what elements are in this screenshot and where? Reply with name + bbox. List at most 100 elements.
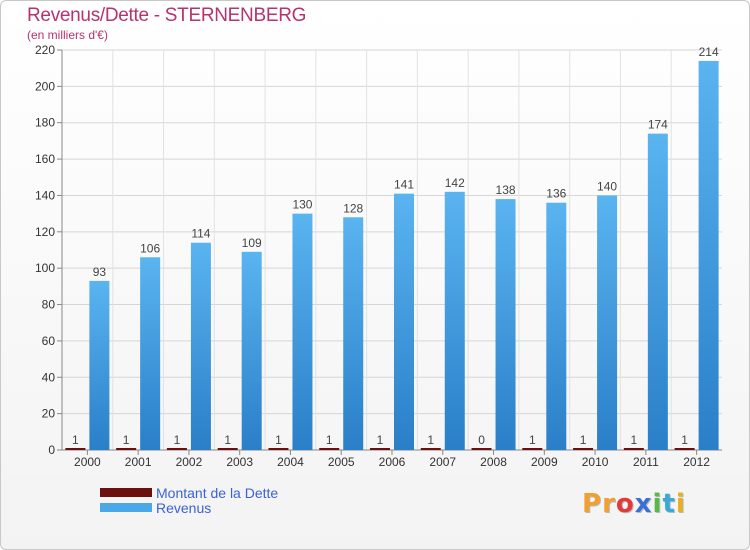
bar-revenue [647,133,668,451]
data-label-debt: 1 [174,433,181,447]
bar-revenue [698,60,719,451]
bar-debt [420,448,441,450]
x-tick-label: 2010 [582,455,609,469]
logo-letter: x [634,489,653,519]
data-label-debt: 0 [478,433,485,447]
x-tick-label: 2005 [328,455,355,469]
data-label-revenue: 114 [191,227,210,241]
data-label-revenue: 106 [140,241,160,255]
data-label-debt: 1 [529,433,536,447]
bar-debt [573,448,594,450]
logo-letter: P [582,489,603,519]
bar-revenue [495,199,516,450]
bar-debt [217,448,238,450]
x-tick-label: 2008 [480,455,507,469]
proxiti-logo: Proxiti [582,489,686,519]
legend-swatch-revenue [100,503,152,512]
data-label-debt: 1 [224,433,231,447]
data-label-debt: 1 [275,433,282,447]
x-tick-label: 2000 [74,455,101,469]
data-label-debt: 1 [123,433,130,447]
data-label-revenue: 214 [699,45,719,59]
legend-swatch-debt [100,488,152,497]
legend-label-debt: Montant de la Dette [156,484,279,501]
bar-debt [522,448,543,450]
bar-revenue [190,242,211,450]
y-tick-label: 120 [35,225,55,239]
bar-revenue [546,202,567,450]
logo-letter: i [652,489,663,519]
data-labels: 1931106111411091130112811411142013811361… [72,45,719,447]
data-label-revenue: 174 [648,118,668,132]
data-label-debt: 1 [681,433,688,447]
legend-item-revenue: Revenus [100,499,278,516]
logo-letter: o [615,489,635,519]
data-label-revenue: 130 [292,198,312,212]
x-tick-label: 2012 [683,455,710,469]
logo-letter: r [602,489,616,519]
x-tick-label: 2002 [176,455,203,469]
axes: 0 20 40 60 80 100 120 140 160 180 200 220 2000 2001 20… [35,43,722,469]
y-tick-label: 180 [35,116,55,130]
bar-debt [65,448,86,450]
x-tick-label: 2004 [277,455,304,469]
y-tick-label: 60 [42,334,56,348]
x-tick-label: 2011 [633,455,659,469]
y-tick-label: 40 [42,370,56,384]
logo-letter: i [675,489,686,519]
y-tick-label: 80 [42,298,56,312]
bar-debt [471,448,492,450]
data-label-revenue: 128 [343,201,363,215]
y-tick-label: 140 [35,188,55,202]
x-tick-label: 2003 [226,455,253,469]
bar-debt [166,448,187,450]
y-tick-label: 200 [35,79,55,93]
data-label-debt: 1 [427,433,434,447]
gridlines [62,49,722,451]
bar-revenue [343,217,364,450]
data-label-debt: 1 [326,433,333,447]
data-label-debt: 1 [580,433,587,447]
data-label-debt: 1 [631,433,638,447]
y-tick-label: 20 [42,407,56,421]
bar-debt [268,448,289,450]
bar-revenue [597,195,618,450]
bars [65,60,719,451]
bar-debt [116,448,137,450]
x-tick-label: 2001 [125,455,152,469]
bar-revenue [241,251,262,450]
y-tick-label: 0 [48,443,55,457]
x-tick-label: 2009 [531,455,558,469]
data-label-debt: 1 [377,433,384,447]
chart-title: Revenus/Dette - STERNENBERG [27,5,307,26]
data-label-revenue: 93 [93,265,107,279]
bar-revenue [444,191,465,450]
data-label-revenue: 136 [546,187,566,201]
legend-item-debt: Montant de la Dette [100,484,279,501]
bar-revenue [292,213,313,450]
x-tick-label: 2007 [429,455,456,469]
bar-debt [370,448,390,450]
bar-debt [623,448,644,450]
x-tick-label: 2006 [379,455,406,469]
bar-revenue [140,257,161,450]
chart-subtitle: (en milliers d'€) [27,28,108,42]
y-tick-label: 160 [35,152,55,166]
bar-debt [319,448,340,450]
data-label-revenue: 138 [496,183,516,197]
data-label-debt: 1 [72,433,79,447]
y-tick-label: 100 [35,261,55,275]
bar-debt [674,448,695,450]
y-tick-label: 220 [35,43,55,57]
legend-label-revenue: Revenus [156,499,212,516]
bar-revenue [394,193,414,451]
logo-letter: t [662,489,676,519]
bar-revenue [89,280,110,450]
legend: Montant de la Dette Revenus [100,484,279,516]
data-label-revenue: 140 [597,179,617,193]
data-label-revenue: 141 [394,178,414,192]
data-label-revenue: 109 [242,236,262,250]
data-label-revenue: 142 [445,176,465,190]
